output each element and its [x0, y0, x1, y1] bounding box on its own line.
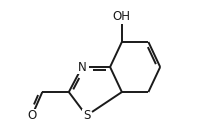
Text: O: O: [27, 109, 36, 122]
Text: S: S: [82, 109, 90, 122]
Text: N: N: [77, 60, 86, 74]
Text: OH: OH: [112, 10, 130, 23]
